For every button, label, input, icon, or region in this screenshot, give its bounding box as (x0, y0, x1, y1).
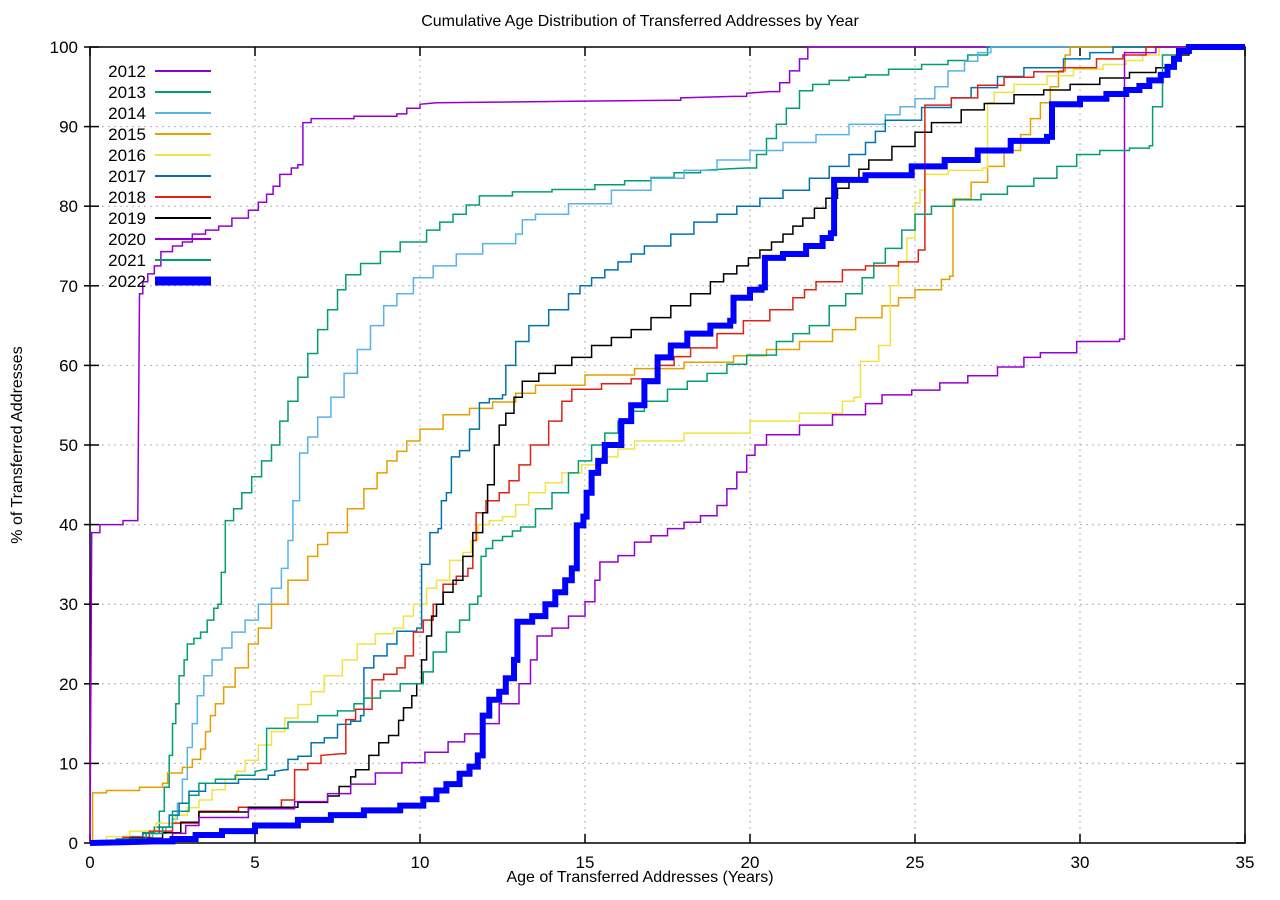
legend-item-2013: 2013 (108, 83, 211, 102)
y-tick-label: 50 (59, 436, 78, 455)
legend-item-2019: 2019 (108, 209, 211, 228)
y-tick-label: 80 (59, 197, 78, 216)
x-tick-label: 0 (85, 853, 94, 872)
x-tick-label: 10 (411, 853, 430, 872)
legend-label-2018: 2018 (108, 188, 146, 207)
legend-item-2021: 2021 (108, 251, 211, 270)
series-path-2021 (90, 46, 1245, 844)
legend-label-2022: 2022 (108, 272, 146, 291)
legend-item-2022: 2022 (108, 272, 211, 291)
x-tick-label: 5 (250, 853, 259, 872)
legend-label-2019: 2019 (108, 209, 146, 228)
y-tick-label: 100 (50, 38, 78, 57)
series-path-2020 (90, 46, 1245, 844)
x-tick-label: 30 (1071, 853, 1090, 872)
y-tick-label: 40 (59, 516, 78, 535)
legend-label-2016: 2016 (108, 146, 146, 165)
x-axis-label: Age of Transferred Addresses (Years) (506, 869, 774, 886)
y-tick-label: 30 (59, 595, 78, 614)
x-tick-label: 25 (906, 853, 925, 872)
series-path-2014 (90, 46, 1245, 844)
legend-item-2017: 2017 (108, 167, 211, 186)
legend-label-2013: 2013 (108, 83, 146, 102)
series-path-2015 (90, 46, 1245, 844)
legend-label-2014: 2014 (108, 104, 146, 123)
series-path-2012 (89, 46, 1245, 844)
y-tick-label: 60 (59, 356, 78, 375)
legend-item-2016: 2016 (108, 146, 211, 165)
series-path-2013 (90, 46, 1245, 844)
y-axis-label: % of Transferred Addresses (9, 346, 26, 544)
legend-item-2014: 2014 (108, 104, 211, 123)
y-tick-label: 90 (59, 118, 78, 137)
legend-item-2018: 2018 (108, 188, 211, 207)
chart-title: Cumulative Age Distribution of Transferr… (421, 13, 859, 30)
series-path-2016 (90, 46, 1245, 844)
legend-item-2015: 2015 (108, 125, 211, 144)
legend-label-2015: 2015 (108, 125, 146, 144)
legend: 2012 2013 2014 2015 2016 2017 2018 2019 2020 2021… (108, 62, 211, 291)
legend-label-2021: 2021 (108, 251, 146, 270)
y-tick-label: 10 (59, 754, 78, 773)
series-path-2018 (90, 46, 1245, 844)
legend-label-2020: 2020 (108, 230, 146, 249)
series-path-2017 (90, 46, 1245, 844)
y-tick-label: 70 (59, 277, 78, 296)
legend-label-2017: 2017 (108, 167, 146, 186)
y-tick-label: 0 (69, 834, 78, 853)
series-path-2022 (89, 44, 1245, 846)
legend-item-2012: 2012 (108, 62, 211, 81)
y-tick-label: 20 (59, 675, 78, 694)
x-tick-label: 35 (1236, 853, 1255, 872)
series-path-2019 (90, 46, 1245, 844)
x-tick-label: 20 (741, 853, 760, 872)
legend-label-2012: 2012 (108, 62, 146, 81)
x-tick-label: 15 (576, 853, 595, 872)
legend-item-2020: 2020 (108, 230, 211, 249)
